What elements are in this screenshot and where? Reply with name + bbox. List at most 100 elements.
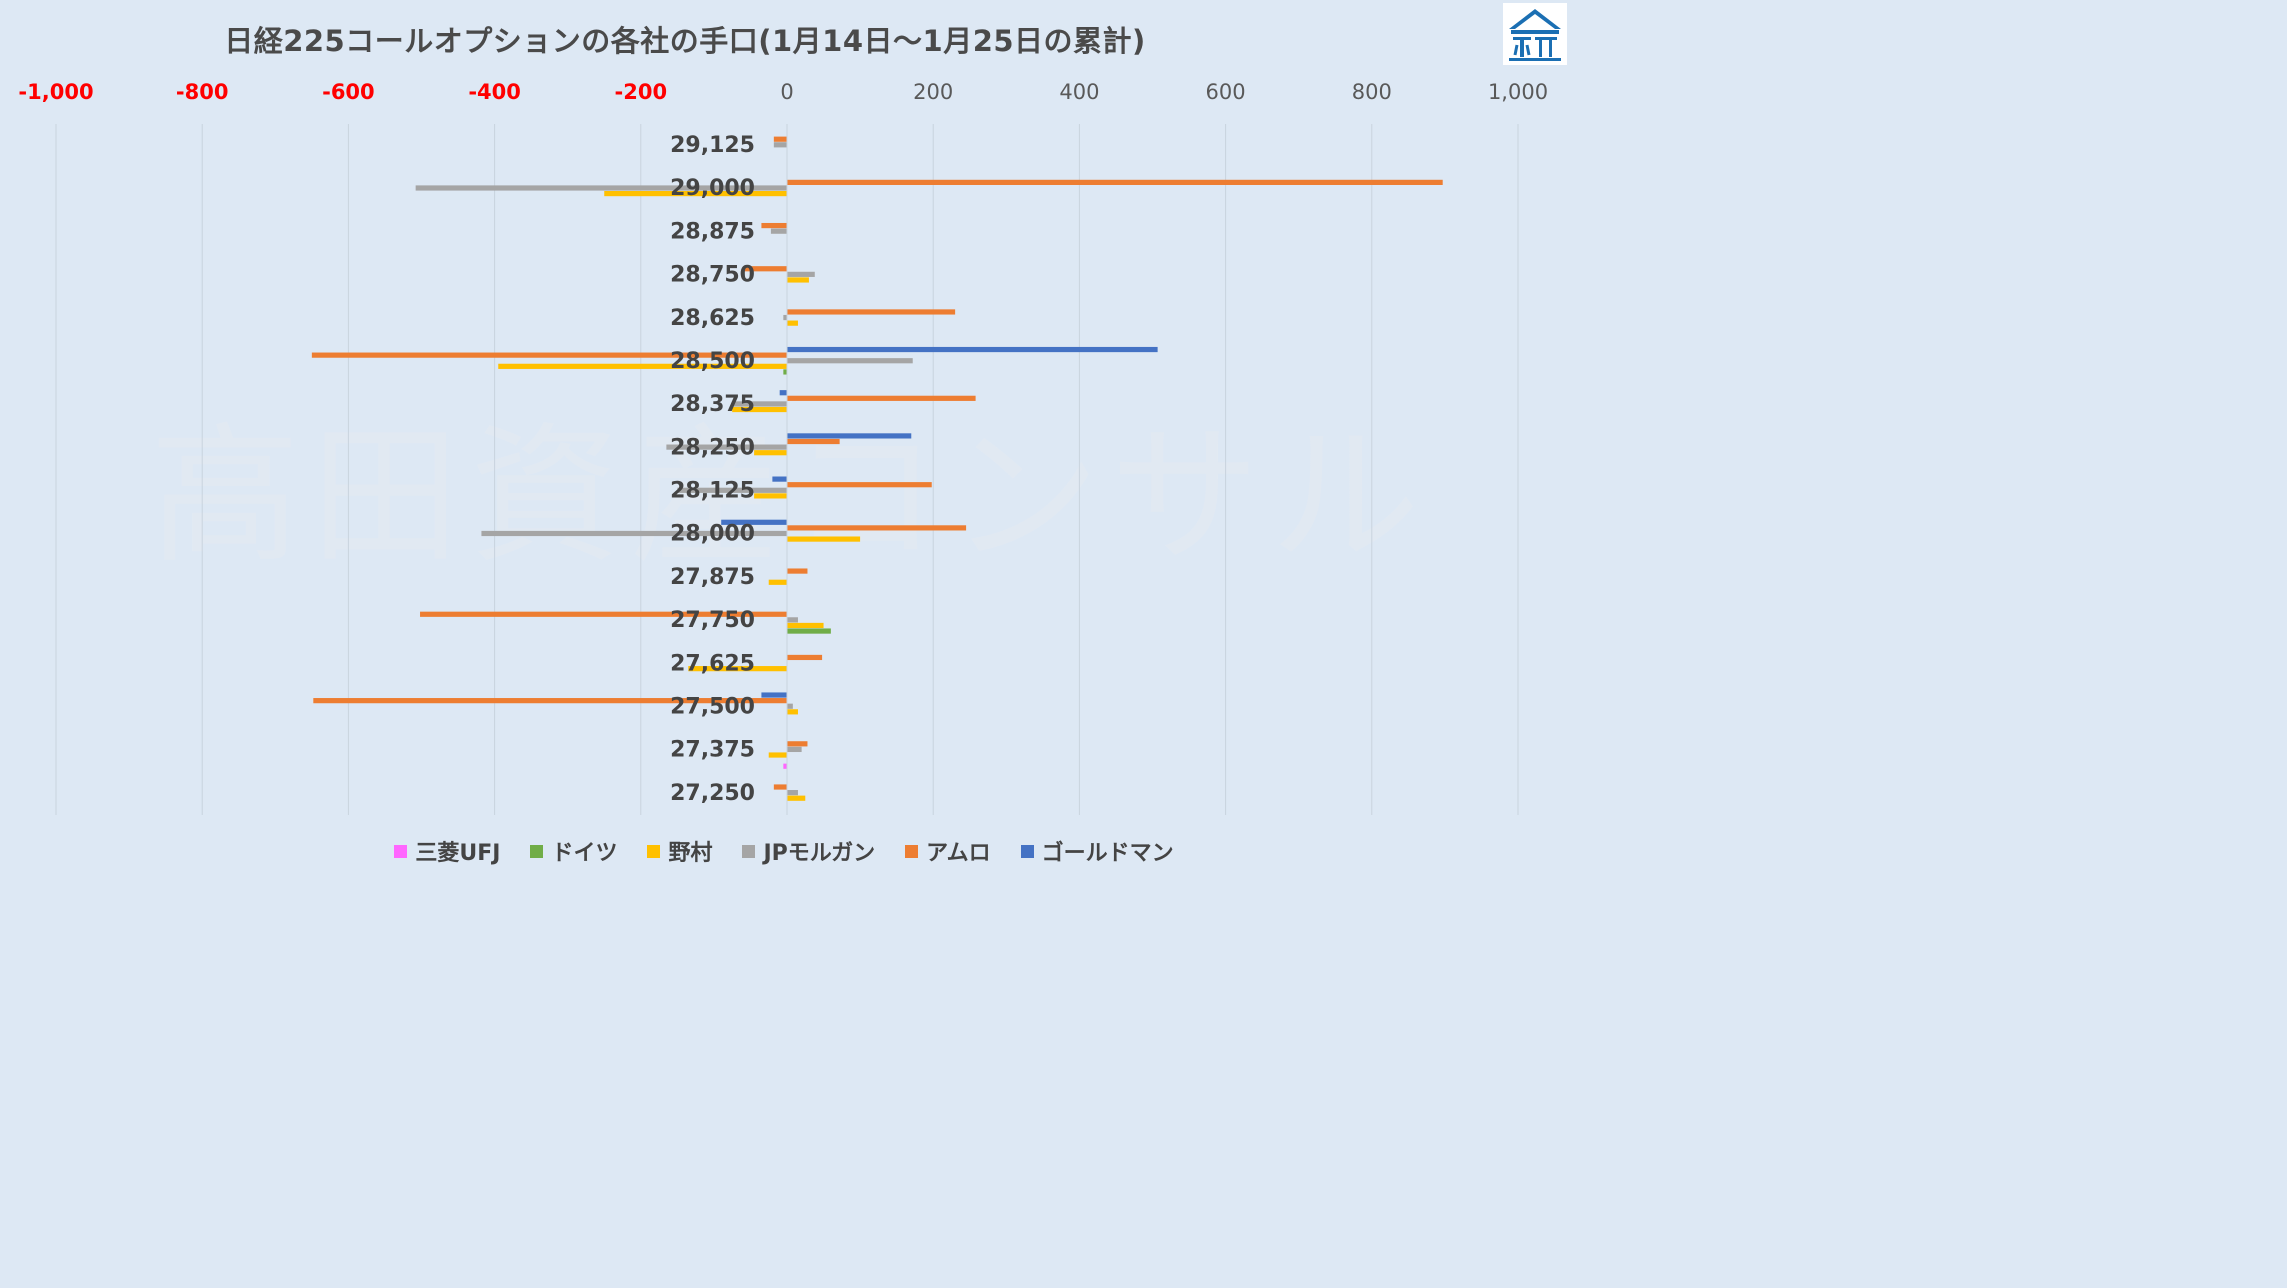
- bar: [787, 179, 1443, 185]
- category-label: 27,625: [670, 651, 755, 676]
- chart-area: -1,000 -800 -600 -400 -200 0 200 400 600 800 1,000…: [18, 80, 1548, 815]
- bar: [787, 320, 798, 326]
- bar: [772, 476, 787, 482]
- category-label: 27,375: [670, 738, 755, 763]
- bar: [768, 752, 787, 758]
- bar: [754, 493, 787, 499]
- x-tick-label: -600: [322, 80, 375, 104]
- legend-label: 野村: [668, 841, 713, 866]
- x-tick-label: -1,000: [18, 80, 93, 104]
- bar: [688, 666, 787, 672]
- bar: [787, 395, 976, 401]
- bar: [768, 579, 787, 585]
- bar: [787, 617, 798, 623]
- bar: [787, 622, 824, 629]
- category-label: 28,250: [670, 435, 755, 460]
- bar: [787, 709, 798, 715]
- bar: [770, 228, 787, 234]
- bar: [604, 190, 787, 197]
- bar: [721, 519, 787, 525]
- legend-swatch: [1020, 844, 1034, 858]
- bar: [311, 352, 787, 358]
- legend-label: 三菱UFJ: [415, 841, 501, 866]
- category-label: 28,000: [670, 522, 755, 547]
- bar: [787, 309, 956, 315]
- bar: [787, 525, 967, 531]
- category-label: 27,875: [670, 565, 755, 590]
- legend-swatch: [905, 844, 919, 858]
- legend: 三菱UFJ ドイツ 野村 JPモルガン アムロ ゴールドマン: [0, 835, 1568, 867]
- category-label: 29,125: [670, 133, 755, 158]
- bar: [761, 222, 787, 229]
- logo-icon: [1503, 3, 1567, 65]
- legend-swatch: [530, 844, 544, 858]
- bar: [787, 746, 802, 753]
- bar: [787, 277, 809, 283]
- bar: [787, 741, 808, 747]
- bar: [415, 185, 787, 191]
- x-tick-label: -400: [468, 80, 521, 104]
- legend-swatch: [394, 844, 408, 858]
- x-tick-label: 400: [1059, 80, 1099, 104]
- bar: [783, 314, 787, 321]
- bar: [773, 142, 787, 148]
- category-label: 29,000: [670, 176, 755, 201]
- category-label: 27,250: [670, 781, 755, 806]
- legend-label: アムロ: [926, 841, 991, 866]
- bar: [787, 654, 823, 661]
- category-label: 28,375: [670, 392, 755, 417]
- category-label: 28,500: [670, 349, 755, 374]
- x-tick-label: 800: [1352, 80, 1392, 104]
- legend-item: 三菱UFJ: [394, 835, 500, 867]
- legend-item: JPモルガン: [742, 835, 875, 867]
- x-tick-label: -800: [176, 80, 229, 104]
- legend-label: ドイツ: [551, 841, 618, 866]
- bar: [787, 482, 932, 488]
- legend-item: 野村: [647, 835, 712, 867]
- bar: [754, 450, 787, 456]
- bar: [677, 487, 787, 493]
- bar: [779, 390, 787, 396]
- bar: [783, 369, 787, 375]
- x-tick-label: 200: [913, 80, 953, 104]
- bar: [787, 433, 912, 439]
- x-tick-label: 0: [780, 80, 793, 104]
- legend-label: JPモルガン: [763, 841, 876, 866]
- category-label: 27,500: [670, 694, 755, 719]
- legend-swatch: [742, 844, 756, 858]
- bar: [761, 692, 787, 698]
- category-label: 28,125: [670, 479, 755, 504]
- legend-swatch: [647, 844, 661, 858]
- bar: [787, 358, 913, 364]
- bar: [313, 698, 787, 704]
- category-label: 28,875: [670, 219, 755, 244]
- bar: [773, 136, 787, 142]
- bar: [481, 530, 787, 537]
- bar: [787, 795, 806, 801]
- bar: [783, 763, 787, 769]
- bar: [732, 406, 787, 413]
- chart-title: 日経225コールオプションの各社の手口(1月14日～1月25日の累計): [224, 24, 1146, 58]
- legend-item: ゴールドマン: [1020, 835, 1174, 867]
- bar: [787, 346, 1158, 353]
- legend-label: ゴールドマン: [1041, 841, 1174, 866]
- legend-item: アムロ: [905, 835, 991, 867]
- x-tick-label: 1,000: [1488, 80, 1548, 104]
- bar: [787, 790, 798, 796]
- category-label: 28,625: [670, 306, 755, 331]
- x-tick-label: 600: [1206, 80, 1246, 104]
- bar: [732, 401, 787, 407]
- bar: [787, 568, 808, 574]
- bar: [787, 536, 861, 542]
- bar: [787, 438, 840, 445]
- bar: [744, 266, 787, 272]
- x-tick-label: -200: [615, 80, 668, 104]
- bar: [666, 444, 787, 450]
- category-label: 28,750: [670, 263, 755, 288]
- bar: [787, 271, 815, 277]
- bar: [498, 363, 787, 369]
- legend-item: ドイツ: [530, 835, 617, 867]
- bar: [787, 703, 793, 709]
- bar: [787, 628, 831, 634]
- category-label: 27,750: [670, 608, 755, 633]
